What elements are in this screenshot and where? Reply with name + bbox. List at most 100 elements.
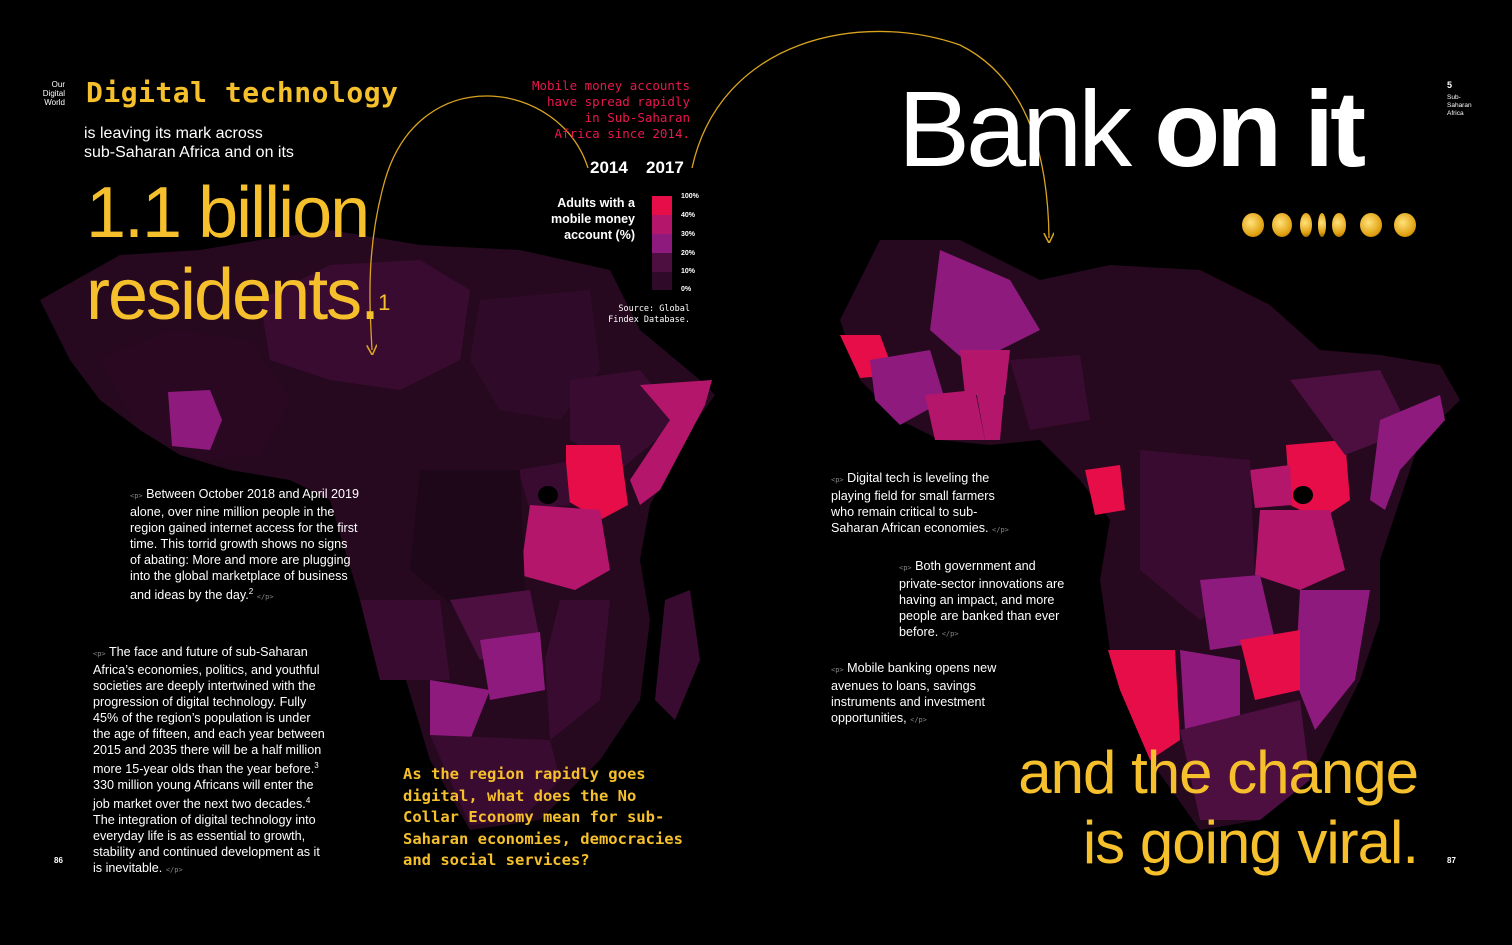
intro-line: sub-Saharan Africa and on its: [84, 144, 294, 161]
page-number-left: 86: [54, 856, 63, 865]
legend-headline-line: Africa since 2014.: [554, 126, 690, 141]
paragraph-line: Saharan African economies.: [831, 521, 989, 535]
paragraph-line: playing field for small farmers: [831, 489, 995, 503]
paragraph-line: Between October 2018 and April 2019: [146, 487, 360, 501]
paragraph-line: region gained internet access for the fi…: [130, 521, 358, 535]
paragraph-line: who remain critical to sub-: [831, 505, 978, 519]
map-2017-uganda: [1250, 465, 1292, 508]
map-2017-zimbabwe: [1240, 630, 1300, 700]
map-2017-namibia: [1108, 650, 1180, 760]
section-number: 5: [1447, 80, 1453, 90]
paragraph-line: and ideas by the day.: [130, 588, 249, 603]
legend-swatch: [652, 234, 672, 253]
map-2014-lake: [538, 486, 558, 504]
map-2017-mozambique: [1295, 590, 1370, 730]
paragraph-line: Digital tech is leveling the: [847, 471, 990, 485]
footnote-marker: 2: [248, 587, 254, 596]
map-2017-nigeria: [1010, 355, 1090, 430]
footnote-marker: 4: [305, 796, 311, 806]
paragraph-internet-access: <p> Between October 2018 and April 2019 …: [130, 486, 390, 605]
section-label-line: Sub-: [1447, 94, 1461, 101]
open-tag: <p>: [899, 564, 912, 572]
coin-icon: [1242, 213, 1264, 237]
coin-icon: [1360, 213, 1382, 237]
paragraph-line: private-sector innovations are: [899, 577, 1065, 591]
open-tag: <p>: [831, 666, 844, 674]
question-line: digital, what does the No: [403, 786, 637, 805]
legend-label-line: mobile money: [550, 212, 635, 226]
map-2017-tanzania: [1255, 510, 1345, 590]
page-title-bold: on it: [1154, 68, 1366, 189]
map-2017-lake: [1293, 486, 1313, 504]
page-title-light: Bank: [898, 68, 1132, 189]
legend-swatch: [652, 215, 672, 234]
paragraph-line: Africa’s economies, politics, and youthf…: [93, 663, 320, 677]
big-number-line-2: residents.1: [86, 254, 390, 336]
map-2014-mozambique: [545, 600, 610, 740]
close-tag: </p>: [992, 526, 1009, 534]
closing-headline: and the change is going viral.: [900, 738, 1419, 878]
map-2014-zimbabwe: [480, 632, 545, 700]
intro-text: is leaving its mark across sub-Saharan A…: [84, 124, 294, 162]
map-2014-ivory-coast: [168, 390, 222, 450]
map-2017-zambia: [1200, 575, 1275, 650]
page-number-right: 87: [1447, 856, 1456, 865]
section-label-line: World: [44, 98, 65, 107]
section-label-line: Our: [51, 80, 65, 89]
paragraph-line: is inevitable.: [93, 861, 163, 876]
paragraph-line: stability and continued development as i…: [93, 845, 320, 860]
section-label-line: Digital: [42, 89, 65, 98]
paragraph-innovations: <p> Both government and private-sector i…: [899, 558, 1119, 642]
section-label-line: Africa: [1447, 110, 1464, 117]
africa-map-2014: [40, 230, 715, 830]
paragraph-line: The face and future of sub-Saharan: [108, 645, 308, 659]
legend-tick: 100%: [681, 193, 699, 200]
paragraph-line: more 15-year olds than the year before.: [93, 762, 315, 777]
section-label-line: Saharan: [1447, 102, 1472, 109]
paragraph-line: Both government and: [915, 559, 1036, 573]
coin-icon: [1272, 213, 1292, 237]
map-2014-somalia: [630, 380, 712, 505]
legend-headline-line: have spread rapidly: [547, 94, 690, 109]
legend-year-2017: 2017: [646, 158, 684, 177]
map-2017-guinea: [870, 350, 945, 425]
paragraph-line: avenues to loans, savings: [831, 679, 976, 693]
legend-label: Adults with a mobile money account (%): [520, 195, 635, 243]
map-2017-somalia: [1370, 395, 1445, 510]
map-2017-botswana: [1180, 650, 1240, 730]
page-title: Bank on it: [898, 68, 1366, 189]
open-tag: <p>: [831, 476, 844, 484]
paragraph-line: of abating: More and more are plugging: [130, 553, 351, 567]
africa-map-2017: [840, 240, 1460, 830]
map-2014-angola: [360, 600, 450, 680]
arrow-right: [691, 30, 1049, 238]
question-line: Collar Economy mean for sub-: [403, 808, 665, 826]
paragraph-line: everyday life is as essential to growth,: [93, 829, 306, 844]
paragraph-line: The integration of digital technology in…: [93, 813, 316, 828]
map-2014-tanzania: [520, 505, 610, 590]
paragraph-line: progression of digital technology. Fully: [93, 695, 307, 709]
legend-headline-line: Mobile money accounts: [531, 78, 690, 93]
legend-source: Source: Global Findex Database.: [580, 304, 690, 326]
close-tag: </p>: [941, 630, 959, 638]
map-2014-north: [260, 260, 470, 390]
legend-tick: 20%: [681, 250, 696, 257]
big-number-line: residents.: [86, 255, 380, 335]
close-tag: </p>: [165, 866, 183, 875]
intro-line: is leaving its mark across: [84, 125, 263, 142]
paragraph-line: people are banked than ever: [899, 609, 1060, 623]
big-number-headline: 1.1 billion residents.1: [86, 172, 390, 336]
map-2014-madagascar: [655, 590, 700, 720]
map-2017-south: [1180, 700, 1310, 820]
legend-label-line: account (%): [564, 228, 635, 242]
map-2017-drc: [1140, 450, 1255, 620]
legend-swatch: [652, 196, 672, 215]
legend-source-line: Findex Database.: [608, 315, 690, 325]
paragraph-line: Mobile banking opens new: [847, 661, 997, 675]
map-2014-botswana: [430, 680, 490, 740]
map-2017-burkina: [960, 350, 1010, 395]
open-tag: <p>: [93, 650, 106, 658]
section-label-right: Sub- Saharan Africa: [1447, 94, 1472, 118]
question-line: Saharan economies, democracies: [403, 829, 683, 848]
